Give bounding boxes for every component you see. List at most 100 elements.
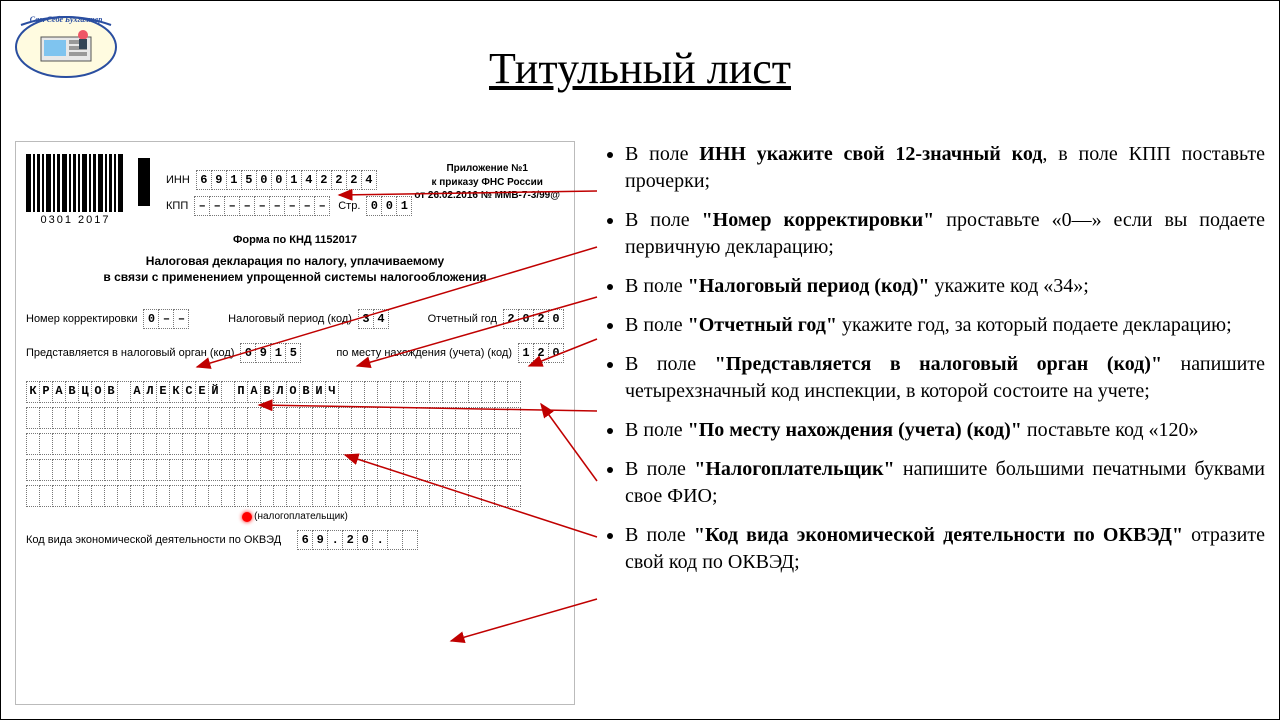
- organ-label: Представляется в налоговый орган (код): [26, 347, 234, 359]
- cell: [402, 530, 418, 550]
- cell: [455, 485, 469, 507]
- cell: [104, 433, 118, 455]
- kpp-cells: –––––––––: [194, 196, 330, 216]
- cell: [325, 407, 339, 429]
- cell: [169, 459, 183, 481]
- cell: [156, 433, 170, 455]
- organ-row: Представляется в налоговый орган (код) 6…: [26, 343, 564, 363]
- cell: [403, 407, 417, 429]
- cell: [273, 485, 287, 507]
- cell: 1: [518, 343, 534, 363]
- cell: [52, 407, 66, 429]
- cell: [65, 459, 79, 481]
- period-row: Номер корректировки 0–– Налоговый период…: [26, 309, 564, 329]
- cell: [286, 407, 300, 429]
- cell: [429, 459, 443, 481]
- cell: [117, 407, 131, 429]
- cell: Е: [195, 381, 209, 403]
- cell: [65, 407, 79, 429]
- instruction-item: В поле "Номер корректировки" проставьте …: [625, 207, 1265, 261]
- barcode-number: 0301 2017: [41, 214, 111, 226]
- cell: [481, 407, 495, 429]
- cell: [234, 485, 248, 507]
- form-knd: Форма по КНД 1152017: [26, 234, 564, 246]
- cell: [364, 459, 378, 481]
- cell: 4: [301, 170, 317, 190]
- okved-row: Код вида экономической деятельности по О…: [26, 530, 564, 550]
- cell: [312, 433, 326, 455]
- cell: [26, 459, 40, 481]
- cell: 0: [381, 196, 397, 216]
- cell: [442, 407, 456, 429]
- form-marker: [138, 158, 150, 206]
- cell: [26, 433, 40, 455]
- cell: Ц: [78, 381, 92, 403]
- period-cells: 34: [358, 309, 389, 329]
- instruction-item: В поле "Представляется в налоговый орган…: [625, 351, 1265, 405]
- cell: [143, 459, 157, 481]
- cell: [507, 407, 521, 429]
- cell: [91, 433, 105, 455]
- cell: [416, 407, 430, 429]
- cell: 1: [286, 170, 302, 190]
- cell: [117, 485, 131, 507]
- cell: –: [224, 196, 240, 216]
- cell: [234, 459, 248, 481]
- cell: 5: [285, 343, 301, 363]
- okved-label: Код вида экономической деятельности по О…: [26, 534, 281, 546]
- cell: [403, 433, 417, 455]
- cell: [442, 485, 456, 507]
- cell: 6: [297, 530, 313, 550]
- cell: [338, 459, 352, 481]
- cell: –: [173, 309, 189, 329]
- cell: [234, 433, 248, 455]
- cell: [182, 433, 196, 455]
- cell: [442, 459, 456, 481]
- cell: [65, 433, 79, 455]
- cell: [494, 381, 508, 403]
- cell: [104, 407, 118, 429]
- cell: С: [182, 381, 196, 403]
- cell: [182, 459, 196, 481]
- form-heading: Налоговая декларация по налогу, уплачива…: [26, 254, 564, 285]
- cell: [182, 407, 196, 429]
- cell: 2: [316, 170, 332, 190]
- year-cells: 2020: [503, 309, 564, 329]
- cell: –: [314, 196, 330, 216]
- cell: [468, 485, 482, 507]
- cell: [416, 381, 430, 403]
- korr-label: Номер корректировки: [26, 313, 137, 325]
- cell: 2: [503, 309, 519, 329]
- cell: [351, 407, 365, 429]
- cell: [377, 485, 391, 507]
- cell: 0: [518, 309, 534, 329]
- cell: [52, 459, 66, 481]
- cell: [468, 459, 482, 481]
- cell: [104, 459, 118, 481]
- cell: [387, 530, 403, 550]
- cell: [442, 381, 456, 403]
- cell: [130, 407, 144, 429]
- cell: [117, 459, 131, 481]
- cell: 6: [196, 170, 212, 190]
- page-label: Стр.: [338, 200, 360, 212]
- cell: .: [372, 530, 388, 550]
- cell: Ч: [325, 381, 339, 403]
- cell: [481, 433, 495, 455]
- cell: [52, 485, 66, 507]
- cell: [299, 433, 313, 455]
- cell: [286, 459, 300, 481]
- cell: [364, 485, 378, 507]
- cell: Й: [208, 381, 222, 403]
- cell: [273, 459, 287, 481]
- cell: [143, 433, 157, 455]
- cell: [260, 459, 274, 481]
- page-title: Титульный лист: [1, 43, 1279, 94]
- page-cells: 001: [366, 196, 412, 216]
- cell: [156, 459, 170, 481]
- cell: [351, 381, 365, 403]
- cell: 4: [361, 170, 377, 190]
- cell: [377, 433, 391, 455]
- cell: [429, 381, 443, 403]
- cell: [312, 459, 326, 481]
